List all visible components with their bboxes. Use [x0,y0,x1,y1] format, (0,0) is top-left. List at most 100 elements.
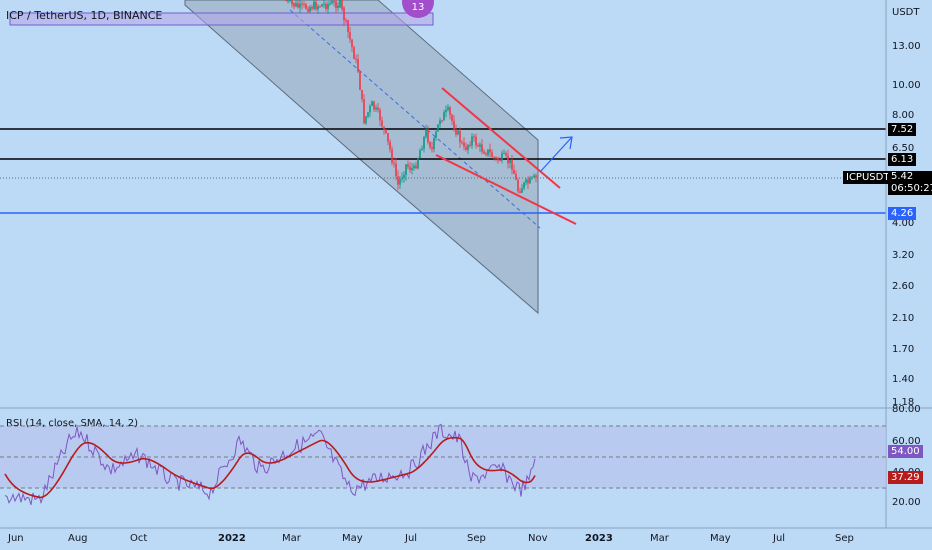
candle-body [327,4,329,9]
candle-body [519,191,521,193]
candle-body [467,144,469,150]
candle-body [479,144,481,147]
candle-body [351,39,353,48]
candle-body [353,47,355,59]
candle-body [493,157,495,159]
candle-body [441,120,443,122]
candle-body [423,136,425,149]
candle-body [377,107,379,110]
last-price-tag[interactable]: 5.42 [888,171,932,183]
time-tick: Jun [8,533,24,544]
candle-body [307,8,309,12]
candle-body [489,149,491,153]
candle-body [391,149,393,163]
candle-body [395,163,397,177]
level-tag-752[interactable]: 7.52 [888,123,917,136]
candle-body [305,4,307,9]
candle-body [303,3,305,5]
candle-body [295,3,297,7]
candle-body [341,0,343,10]
candle-body [459,130,461,143]
candle-body [343,7,345,21]
candle-body [337,5,339,9]
candle-body [329,3,331,5]
rsi-sma-value-tag[interactable]: 37.29 [888,471,923,484]
candle-body [531,177,533,179]
candle-body [349,32,351,40]
candle-body [359,71,361,90]
candle-body [383,126,385,130]
candle-body [419,150,421,159]
candle-body [297,3,299,8]
candle-body [413,165,415,169]
candle-body [487,149,489,155]
candle-body [529,177,531,184]
candle-body [379,109,381,121]
price-tick: 1.40 [892,374,915,385]
candle-body [315,1,317,10]
time-tick: 2023 [585,533,613,544]
candle-body [365,116,367,124]
candle-body [291,0,293,5]
candle-body [505,153,507,156]
candle-body [515,174,517,180]
candle-body [371,101,373,107]
candle-body [455,129,457,135]
candle-body [361,89,363,100]
time-tick: 2022 [218,533,246,544]
candle-body [421,148,423,151]
candle-body [475,136,477,146]
candle-body [533,175,535,178]
candle-body [381,120,383,127]
descending-channel[interactable] [184,0,539,315]
candle-body [509,159,511,164]
time-tick: Nov [528,533,548,544]
candle-body [463,142,465,147]
candle-body [457,130,459,135]
price-axis-currency: USDT [892,7,920,18]
breakout-arrow[interactable] [539,136,573,173]
idea-count-badge[interactable]: 13 [402,0,434,18]
candle-body [347,20,349,33]
candle-body [481,144,483,152]
candle-body [503,153,505,155]
candle-body [521,188,523,193]
candle-body [451,114,453,121]
candle-body [417,158,419,169]
rsi-tick: 60.00 [892,436,921,447]
symbol-title: ICP / TetherUS, 1D, BINANCE [6,9,163,22]
symbol-tag[interactable]: ICPUSDT [843,171,893,184]
level-tag-426[interactable]: 4.26 [888,207,917,220]
time-tick: Aug [68,533,88,544]
breakout-arrow-head [559,136,573,150]
rsi-indicator-title[interactable]: RSI (14, close, SMA, 14, 2) [6,418,139,429]
price-tick: 13.00 [892,41,921,52]
time-tick: Sep [835,533,854,544]
price-tick: 1.70 [892,344,915,355]
price-tick: 10.00 [892,80,921,91]
candle-body [437,124,439,132]
wedge-lower-line[interactable] [435,154,577,225]
candle-body [501,153,503,161]
price-tick: 1.18 [892,397,915,408]
candle-body [405,164,407,175]
time-tick: May [342,533,363,544]
candle-body [461,142,463,144]
candle-body [431,147,433,150]
candle-body [319,6,321,8]
level-tag-613[interactable]: 6.13 [888,153,917,166]
time-tick: Mar [282,533,301,544]
price-tick: 4.00 [892,218,915,229]
price-tick: 2.10 [892,313,915,324]
highlight-rectangle[interactable] [9,12,434,26]
candle-body [299,3,301,8]
candle-body [491,152,493,158]
candle-body [369,106,371,113]
candle-body [399,179,401,185]
candle-body [527,179,529,184]
time-tick: Sep [467,533,486,544]
rsi-value-tag[interactable]: 54.00 [888,445,923,458]
candle-body [477,145,479,147]
candle-body [453,120,455,130]
